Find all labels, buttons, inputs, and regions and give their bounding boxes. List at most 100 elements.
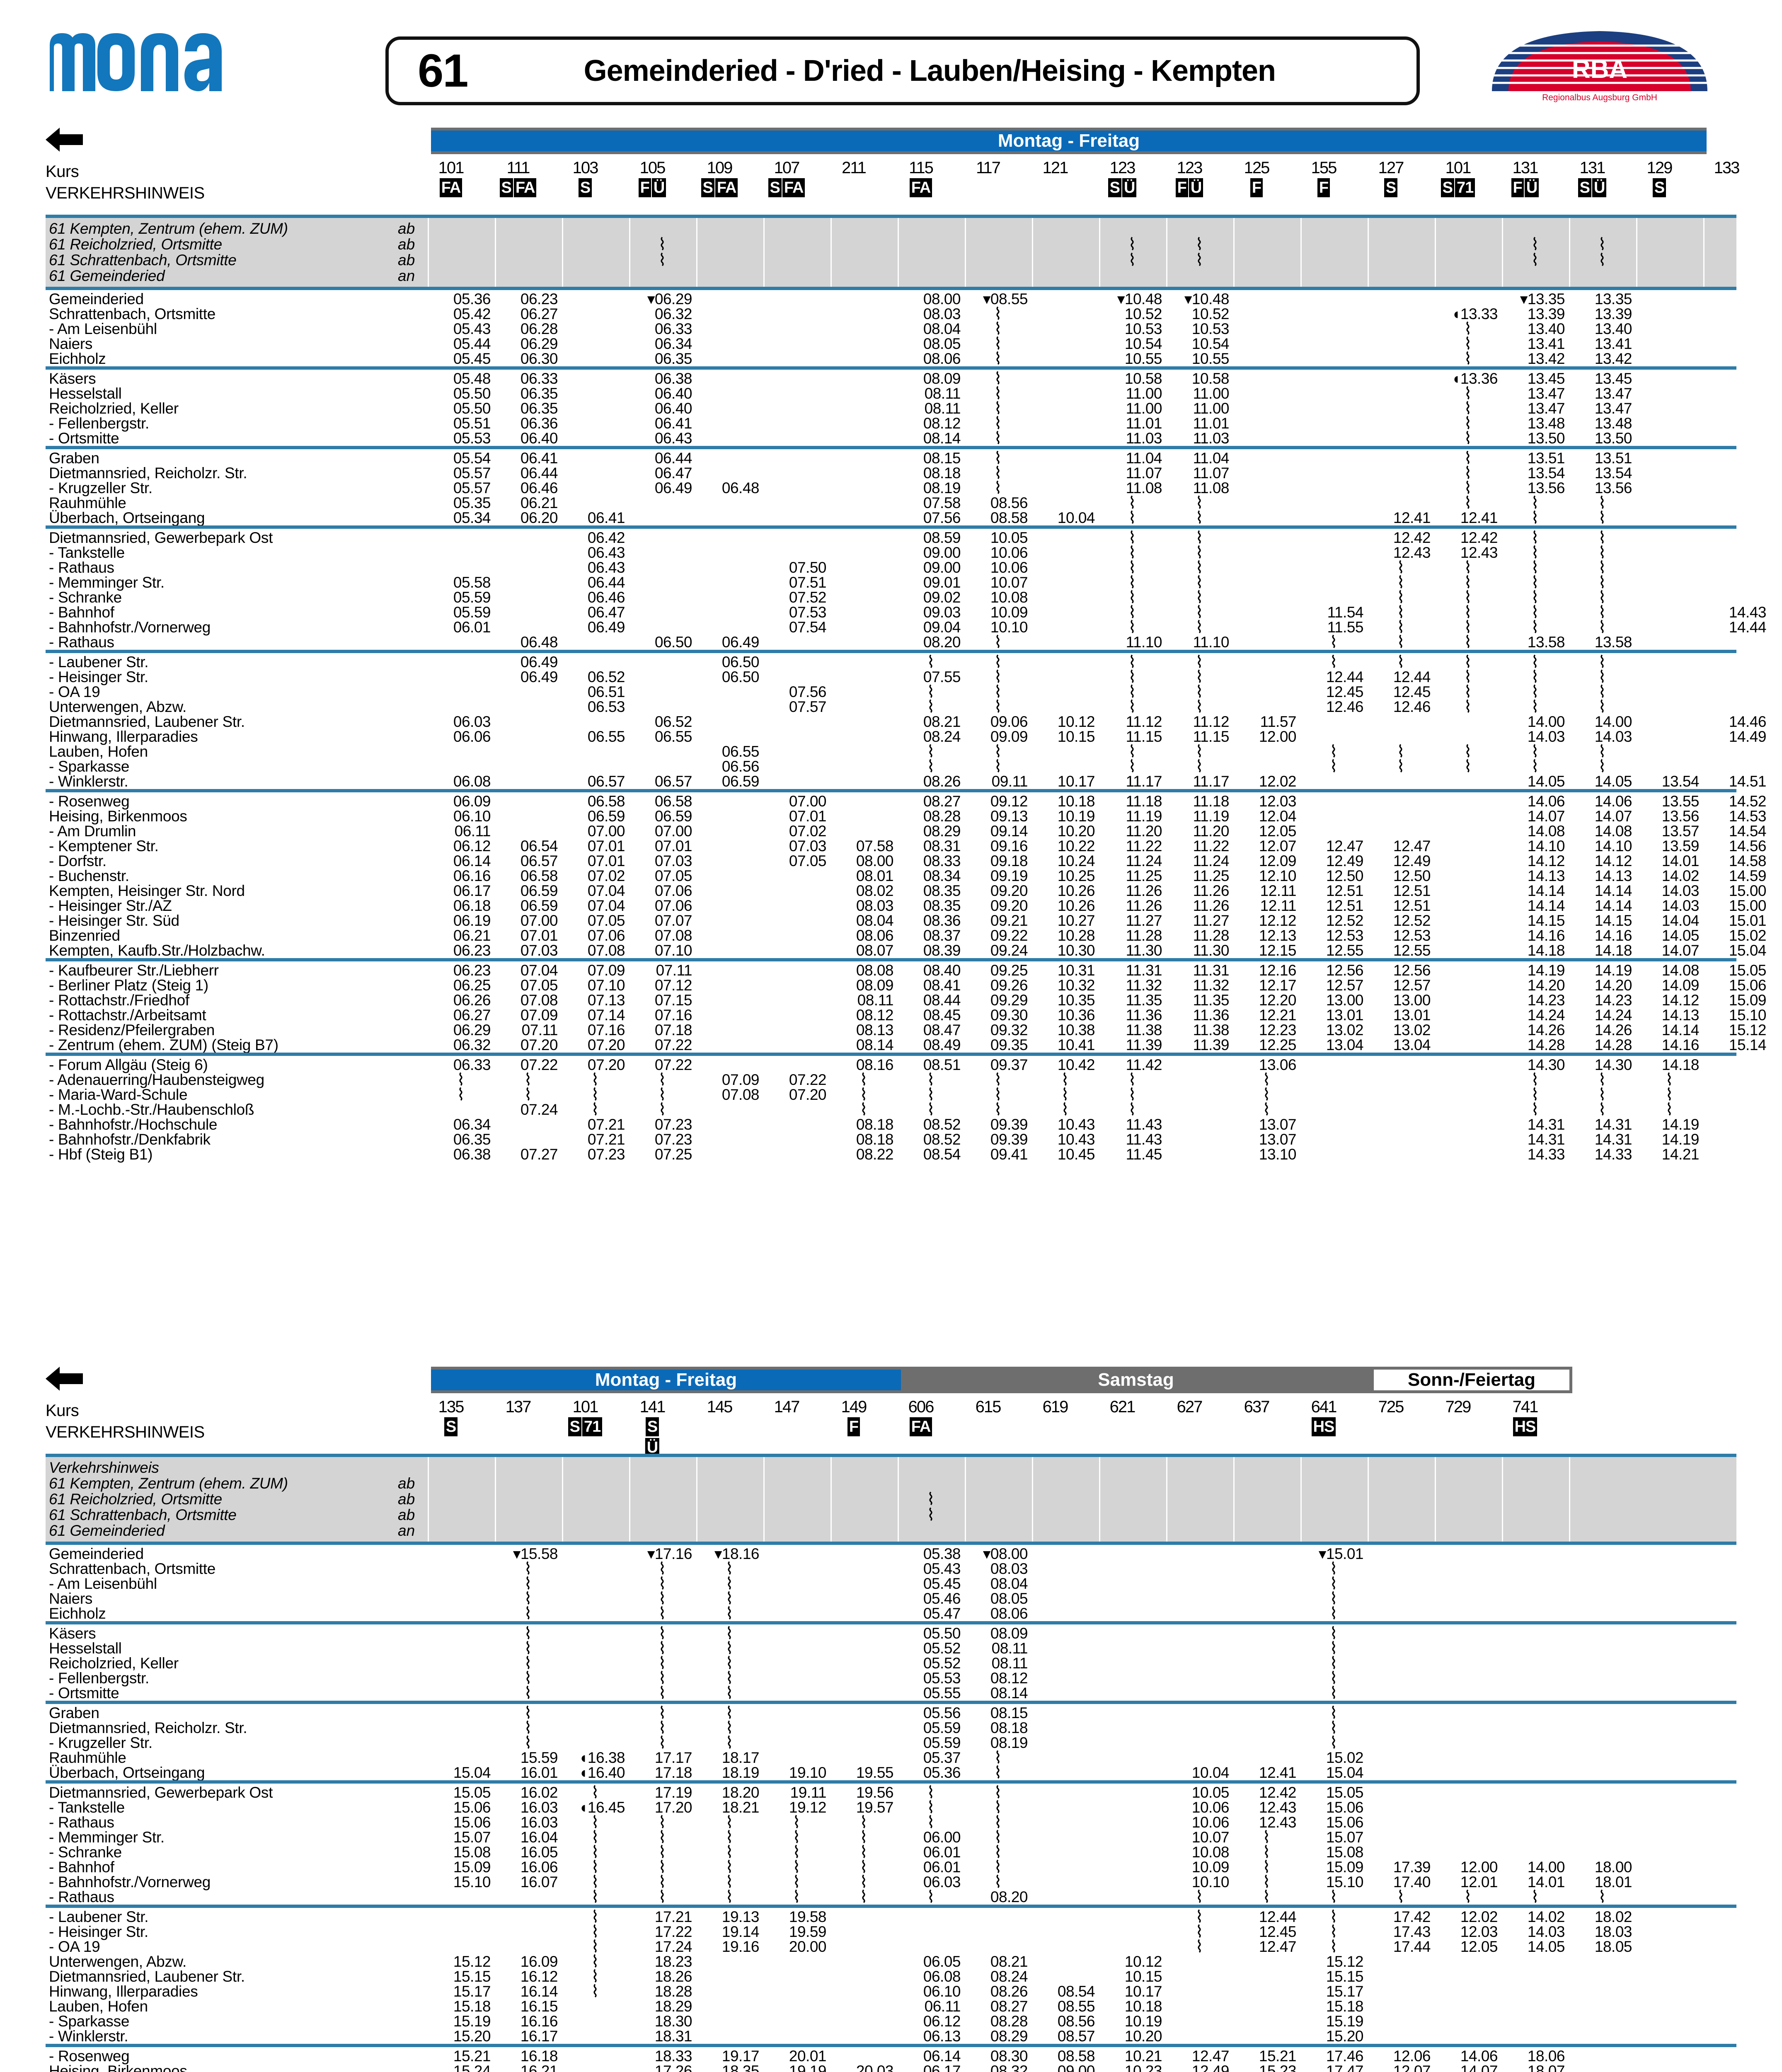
time-cell: 14.06	[1460, 2048, 1498, 2065]
continuation-squiggle: ⌇	[1262, 1858, 1271, 1876]
time-cell: 09.24	[990, 942, 1028, 959]
time-cell: 06.32	[654, 305, 692, 322]
course-column-155[interactable]: 155 F	[1304, 158, 1344, 197]
time-cell: 11.00	[1193, 385, 1230, 402]
continuation-squiggle: ⌇	[658, 1575, 666, 1593]
flag-Ü: Ü	[1592, 178, 1607, 197]
stop-name: Graben	[49, 450, 99, 467]
time-cell: 05.43	[923, 1560, 961, 1577]
course-column-131[interactable]: 131 F Ü	[1505, 158, 1545, 197]
time-cell: 14.09	[1661, 977, 1700, 994]
course-column-141[interactable]: 141 S Ü	[632, 1397, 672, 1457]
course-column-105[interactable]: 105 F Ü	[632, 158, 672, 197]
continuation-squiggle: ⌇	[1397, 743, 1405, 761]
course-number: 111	[506, 159, 530, 177]
course-column-125[interactable]: 125 F	[1237, 158, 1276, 197]
time-cell: 12.51	[1326, 897, 1364, 914]
continuation-squiggle: ⌇	[1598, 653, 1606, 671]
course-number: 211	[842, 159, 867, 177]
day-group-label: Montag - Freitag	[595, 1370, 737, 1390]
continuation-squiggle: ⌇	[860, 1071, 868, 1089]
time-cell: 07.03	[520, 942, 558, 959]
time-cell: 11.04	[1193, 450, 1230, 467]
course-column-147[interactable]: 147	[767, 1397, 806, 1416]
course-column-107[interactable]: 107 S FA	[767, 158, 806, 197]
time-cell: 17.21	[654, 1908, 692, 1925]
course-column-133[interactable]: 133	[1707, 158, 1746, 177]
stop-name: Dietmannsried, Gewerbepark Ost	[49, 529, 273, 546]
time-cell: 18.28	[654, 1983, 692, 2000]
course-column-101[interactable]: 101 FA	[431, 158, 471, 197]
time-cell: 07.58	[856, 838, 894, 854]
course-column-121[interactable]: 121	[1035, 158, 1075, 177]
course-column-211[interactable]: 211	[834, 158, 874, 177]
continuation-squiggle: ⌇	[725, 1873, 734, 1891]
continuation-squiggle: ⌇	[994, 1784, 1002, 1802]
time-cell: 12.55	[1393, 942, 1431, 959]
continuation-squiggle: ⌇	[994, 653, 1002, 671]
time-cell: 05.38	[923, 1545, 961, 1562]
time-cell: 14.05	[1661, 927, 1700, 944]
time-cell: 15.10	[1326, 1874, 1364, 1890]
time-cell: 11.22	[1193, 838, 1230, 854]
time-cell: 14.10	[1527, 838, 1565, 854]
course-column-109[interactable]: 109 S FA	[700, 158, 739, 197]
day-group-bar: Montag - Freitag	[0, 124, 1782, 157]
course-column-621[interactable]: 621	[1102, 1397, 1142, 1416]
course-column-117[interactable]: 117	[968, 158, 1008, 177]
course-column-135[interactable]: 135 S	[431, 1397, 471, 1436]
time-cell: 05.52	[923, 1640, 961, 1657]
course-column-123[interactable]: 123 F Ü	[1169, 158, 1209, 197]
time-cell: ▾08.55	[983, 290, 1028, 307]
time-cell: 13.07	[1259, 1131, 1297, 1148]
course-column-729[interactable]: 729	[1438, 1397, 1478, 1416]
time-cell: 10.12	[1057, 713, 1095, 730]
time-cell: 11.15	[1126, 728, 1162, 745]
day-group-mf: Montag - Freitag	[431, 128, 1707, 154]
continuation-squiggle: ⌇	[994, 399, 1002, 418]
course-column-123[interactable]: 123 S Ü	[1102, 158, 1142, 197]
time-cell: 11.24	[1126, 852, 1162, 869]
time-cell: 11.32	[1126, 977, 1162, 994]
course-column-725[interactable]: 725	[1371, 1397, 1411, 1416]
intro-stop-name: 61 Gemeinderied	[49, 1522, 165, 1539]
time-cell: 09.20	[990, 882, 1028, 899]
time-cell: 06.43	[587, 544, 625, 561]
continuation-squiggle: ⌇	[1128, 618, 1136, 637]
course-column-641[interactable]: 641 HS	[1304, 1397, 1344, 1436]
course-column-131[interactable]: 131 S Ü	[1572, 158, 1612, 197]
course-column-637[interactable]: 637	[1237, 1397, 1276, 1416]
course-column-149[interactable]: 149 F	[834, 1397, 874, 1436]
continuation-squiggle: ⌇	[1598, 494, 1606, 512]
stop-name: Gemeinderied	[49, 1545, 144, 1562]
time-cell: 10.04	[1057, 509, 1095, 526]
course-column-741[interactable]: 741 HS	[1505, 1397, 1545, 1436]
time-cell: 15.18	[453, 1998, 491, 2015]
continuation-squiggle: ⌇	[725, 1669, 734, 1687]
course-column-145[interactable]: 145	[700, 1397, 739, 1416]
time-cell: 08.05	[923, 335, 961, 352]
course-column-127[interactable]: 127 S	[1371, 158, 1411, 197]
course-column-615[interactable]: 615	[968, 1397, 1008, 1416]
course-column-101[interactable]: 101 S 71	[565, 1397, 605, 1436]
course-flags: F	[1304, 178, 1344, 197]
time-cell: 07.25	[654, 1146, 692, 1163]
column-separator	[830, 1457, 832, 1542]
course-column-111[interactable]: 111 S FA	[498, 158, 538, 197]
continuation-squiggle: ⌇	[994, 1749, 1002, 1767]
time-cell: 07.23	[654, 1131, 692, 1148]
time-cell: 18.00	[1594, 1859, 1632, 1876]
course-column-115[interactable]: 115 FA	[901, 158, 941, 197]
course-column-619[interactable]: 619	[1035, 1397, 1075, 1416]
time-cell: 06.16	[453, 867, 491, 884]
course-column-627[interactable]: 627	[1169, 1397, 1209, 1416]
course-column-137[interactable]: 137	[498, 1397, 538, 1416]
continuation-squiggle: ⌇	[994, 305, 1002, 323]
course-column-103[interactable]: 103 S	[565, 158, 605, 197]
course-column-101[interactable]: 101 S 71	[1438, 158, 1478, 197]
course-column-129[interactable]: 129 S	[1639, 158, 1679, 197]
continuation-squiggle: ⌇	[1531, 251, 1539, 269]
stop-name: - Ortsmitte	[49, 1685, 119, 1702]
time-cell: 16.15	[520, 1998, 558, 2015]
course-column-606[interactable]: 606 FA	[901, 1397, 941, 1436]
